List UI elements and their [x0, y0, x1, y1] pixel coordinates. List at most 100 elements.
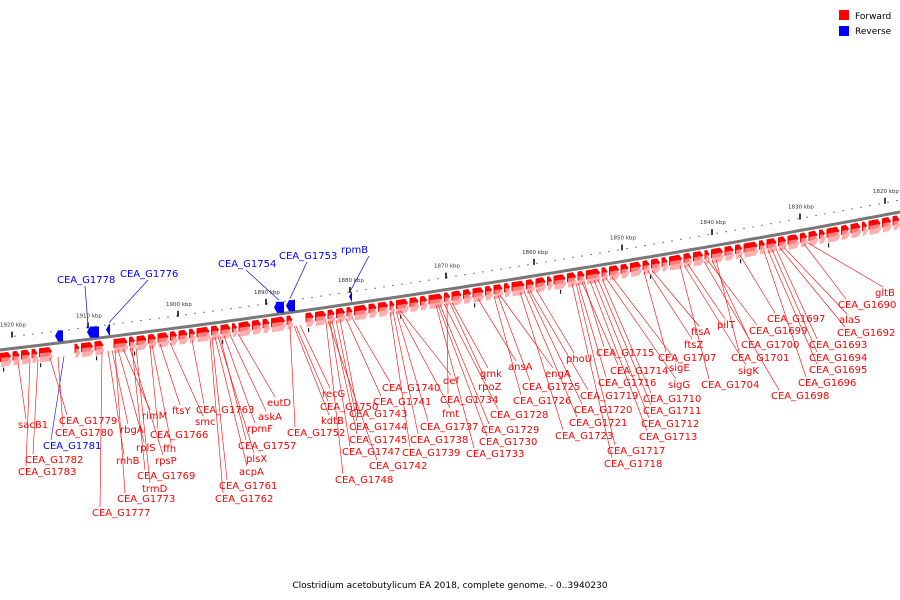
tick-dot [158, 317, 160, 319]
connector-line [57, 356, 64, 428]
gene-forward-shadow [486, 290, 493, 301]
gene-label-bottom: CEA_G1780 [55, 428, 113, 439]
legend-reverse-swatch [839, 26, 849, 36]
gene-forward-shadow [171, 336, 178, 346]
connector-line [111, 350, 129, 425]
minor-tick [650, 274, 652, 279]
tick-dot [662, 241, 664, 244]
minor-tick [474, 303, 476, 308]
gene-forward-shadow [610, 270, 620, 281]
connector-line [229, 334, 267, 412]
gene-forward-shadow [1, 357, 12, 367]
tick-mark [533, 258, 535, 265]
tick-dot [572, 256, 574, 259]
tick-mark [177, 310, 179, 317]
gene-forward-shadow [421, 300, 428, 311]
tick-dot [302, 298, 304, 300]
gene-label-bottom: CEA_G1695 [809, 365, 867, 376]
gene-label-bottom: CEA_G1700 [741, 340, 799, 351]
connector-line [99, 351, 103, 508]
gene-label-bottom: CEA_G1713 [639, 432, 697, 443]
gene-label-bottom: CEA_G1712 [641, 419, 699, 430]
tick-dot [824, 213, 826, 215]
tick-dot [230, 308, 232, 310]
gene-label-bottom: acpA [239, 467, 264, 478]
connector-line [289, 261, 308, 299]
connector-line [289, 326, 296, 428]
gene-forward-shadow [452, 295, 463, 306]
gene-forward-shadow [379, 306, 389, 317]
tick-dot [239, 306, 241, 309]
gene-forward-shadow [114, 342, 129, 354]
tick-label: 1900 kbp [166, 302, 192, 308]
tick-dot [275, 301, 277, 304]
gene-label-bottom: CEA_G1690 [838, 300, 896, 311]
gene-label-top: CEA_G1776 [120, 269, 178, 280]
tick-dot [509, 267, 511, 269]
gene-label-bottom: CEA_G1693 [809, 340, 867, 351]
tick-mark [11, 331, 13, 338]
gene-label-bottom: fmt [442, 409, 459, 420]
tick-dot [248, 305, 250, 307]
gene-label-bottom: CEA_G1725 [522, 382, 580, 393]
gene-label-bottom: CEA_G1729 [481, 425, 539, 436]
connector-line [683, 264, 747, 366]
gene-label-bottom: CEA_G1761 [219, 481, 277, 492]
connector-line [581, 281, 619, 366]
gene-forward-shadow [512, 285, 526, 297]
gene-label-bottom: CEA_G1720 [574, 405, 632, 416]
minor-tick [3, 367, 5, 372]
tick-dot [725, 231, 727, 233]
gene-label-bottom: CEA_G1733 [466, 449, 524, 460]
tick-mark [87, 322, 89, 329]
connector-line [593, 279, 650, 419]
minor-tick [40, 363, 42, 368]
gene-label-top: CEA_G1753 [279, 251, 337, 262]
tick-dot [716, 232, 718, 234]
tick-dot [392, 284, 394, 287]
connector-line [783, 247, 848, 315]
connector-line [217, 336, 255, 454]
gene-forward-shadow [536, 282, 547, 293]
connector-line [117, 349, 145, 443]
gene-label-bottom: CEA_G1747 [342, 447, 400, 458]
connector-line [335, 319, 358, 422]
minor-tick [222, 339, 224, 344]
tick-dot [860, 206, 862, 208]
gene-label-bottom: ffh [163, 444, 176, 455]
tick-dot [896, 199, 898, 202]
gene-forward-shadow [631, 266, 642, 278]
tick-dot [590, 253, 592, 256]
gene-label-bottom: CEA_G1741 [373, 397, 431, 408]
gene-forward-shadow [505, 287, 511, 298]
tick-dot [23, 334, 25, 336]
connector-line [295, 325, 329, 402]
legend-reverse-label: Reverse [855, 27, 892, 37]
connector-line [84, 285, 89, 326]
gene-label-bottom: CEA_G1696 [798, 378, 856, 389]
tick-dot [194, 312, 196, 315]
gene-forward-shadow [869, 224, 882, 235]
tick-dot [707, 234, 709, 236]
tick-dot [770, 223, 772, 225]
gene-label-bottom: CEA_G1730 [479, 437, 537, 448]
gene-forward-shadow [554, 279, 567, 290]
gene-reverse [87, 326, 99, 338]
gene-label-bottom: CEA_G1739 [402, 448, 460, 459]
gene-label-bottom: gmk [480, 369, 502, 380]
gene-forward-shadow [820, 234, 826, 244]
caption: Clostridium acetobutylicum EA 2018, comp… [292, 581, 607, 591]
tick-dot [842, 209, 844, 212]
gene-forward-shadow [158, 337, 170, 348]
legend-forward-label: Forward [855, 12, 891, 22]
gene-label-bottom: CEA_G1717 [607, 446, 665, 457]
tick-dot [536, 262, 538, 265]
gene-label-bottom: CEA_G1716 [598, 378, 656, 389]
tick-dot [257, 304, 259, 306]
gene-label-bottom: CEA_G1781 [43, 441, 101, 452]
tick-dot [365, 288, 367, 291]
connector-line [191, 339, 205, 405]
gene-label-bottom: CEA_G1766 [150, 430, 208, 441]
tick-dot [833, 211, 835, 213]
connector-line [643, 271, 667, 353]
